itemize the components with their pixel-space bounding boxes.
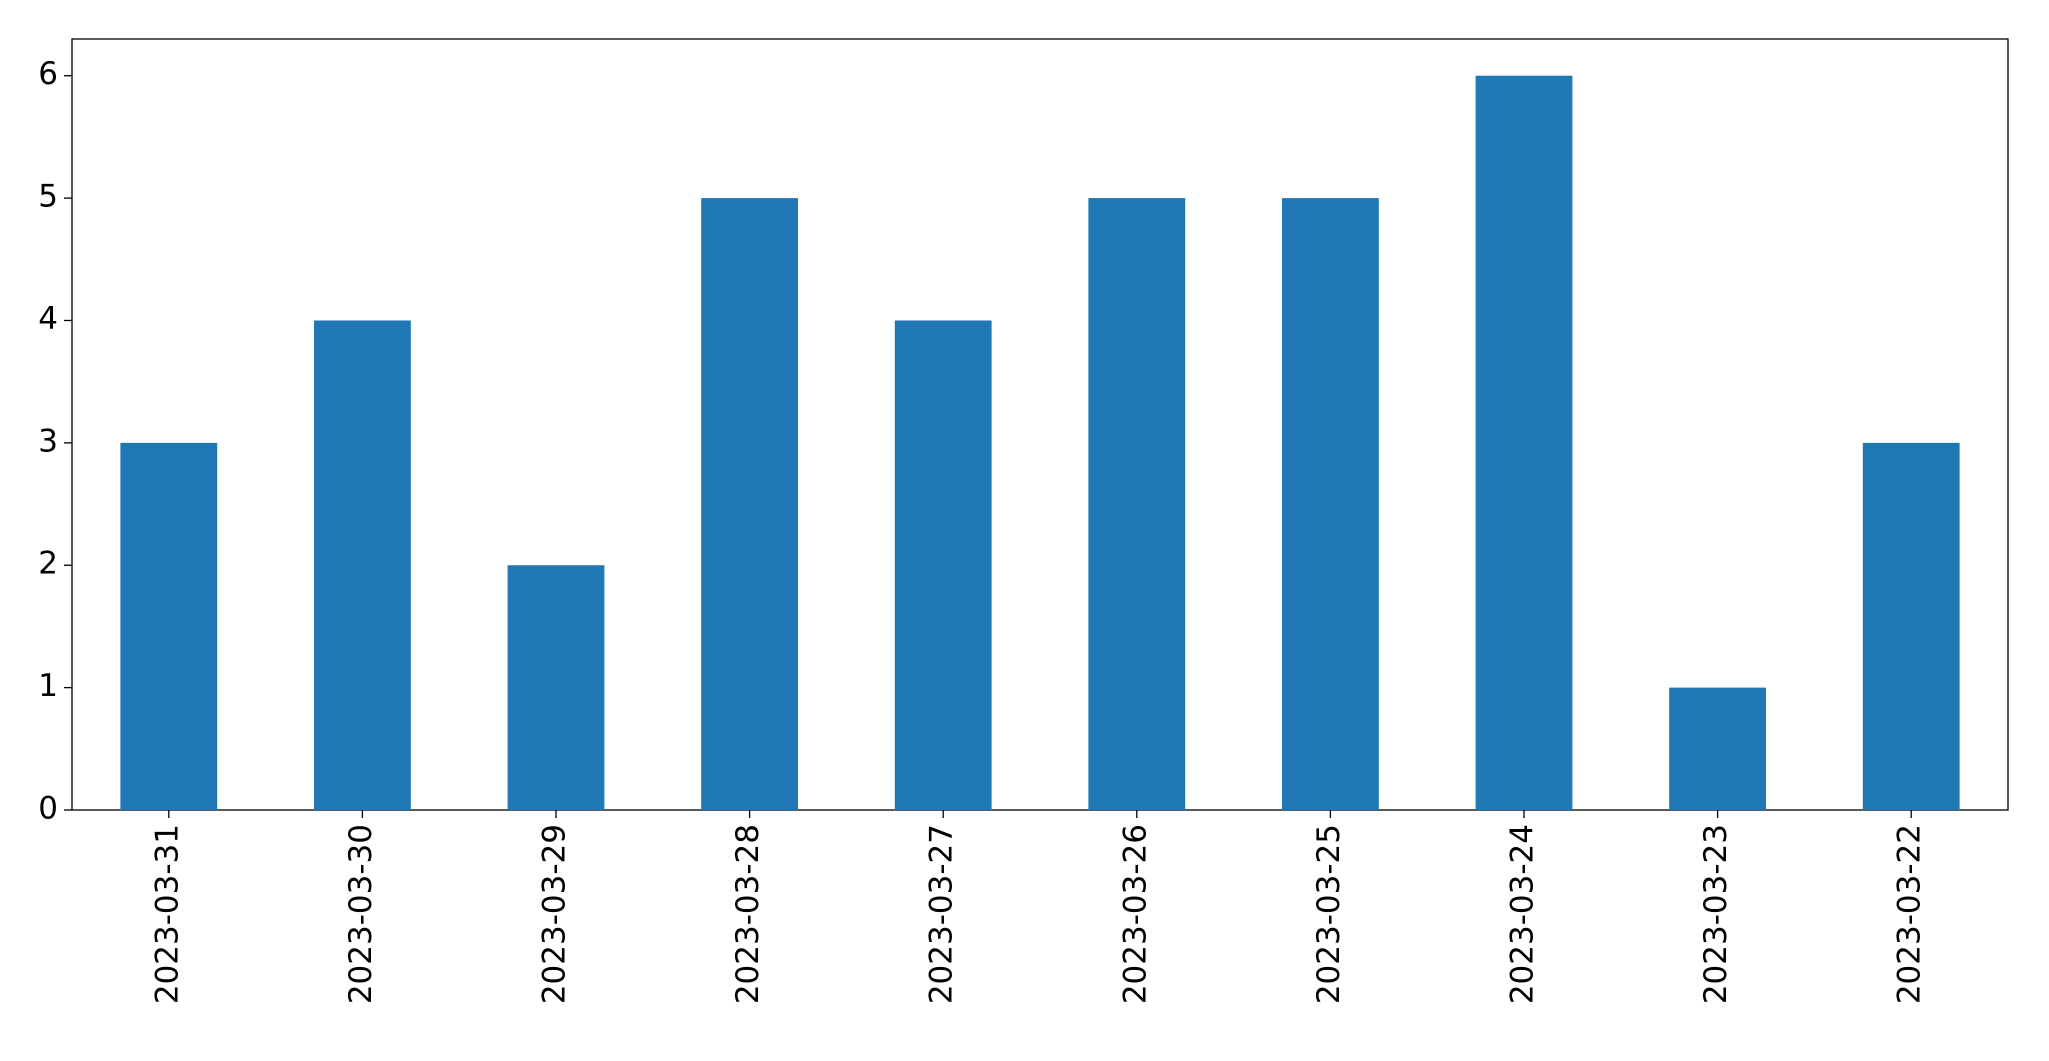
- bar: [507, 565, 605, 810]
- x-tick-label: 2023-03-27: [924, 824, 960, 1004]
- bar: [1282, 198, 1379, 811]
- x-tick-label: 2023-03-26: [1117, 824, 1153, 1004]
- x-tick-label: 2023-03-31: [149, 824, 185, 1004]
- x-tick-label: 2023-03-28: [730, 824, 766, 1004]
- bar: [1862, 442, 1960, 810]
- y-tick-label: 5: [38, 179, 58, 215]
- bar: [1669, 687, 1766, 810]
- x-tick-label: 2023-03-23: [1698, 824, 1734, 1004]
- y-tick-label: 4: [38, 301, 58, 337]
- y-tick-label: 6: [38, 56, 58, 92]
- y-tick-label: 3: [38, 423, 58, 459]
- y-tick-label: 0: [38, 791, 58, 827]
- bar: [314, 320, 411, 810]
- x-tick-label: 2023-03-24: [1505, 824, 1541, 1004]
- y-tick-label: 2: [38, 546, 58, 582]
- bar: [120, 442, 218, 810]
- bar: [894, 320, 992, 810]
- bar: [1475, 75, 1573, 810]
- x-tick-label: 2023-03-25: [1311, 824, 1347, 1004]
- x-tick-label: 2023-03-29: [537, 824, 573, 1004]
- plot-frame: [71, 38, 2009, 811]
- bar: [701, 198, 798, 811]
- y-tick-label: 1: [38, 668, 58, 704]
- bar: [1088, 198, 1186, 811]
- x-tick-label: 2023-03-22: [1892, 824, 1928, 1004]
- x-tick-label: 2023-03-30: [343, 824, 379, 1004]
